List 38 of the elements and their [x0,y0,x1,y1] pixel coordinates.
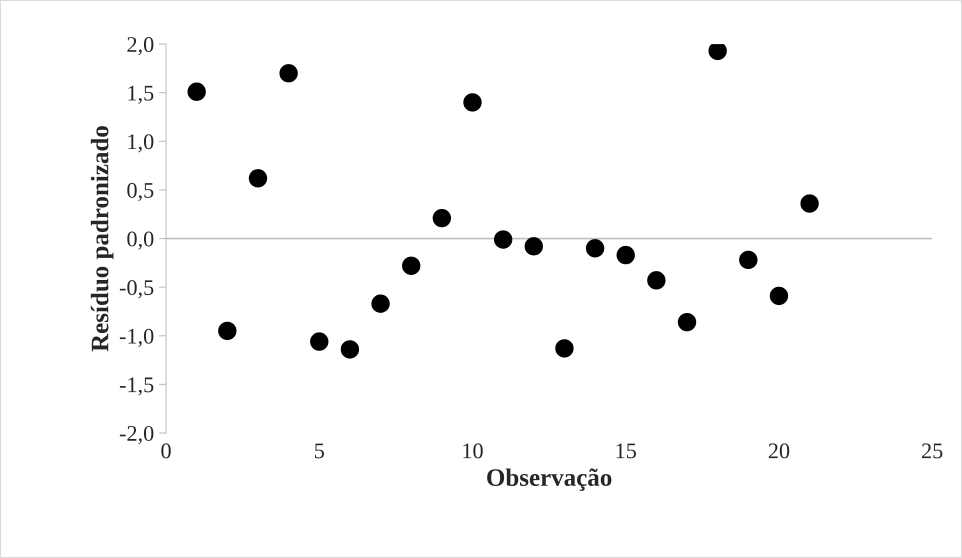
point [616,246,635,264]
point [463,93,482,112]
y-tick-label: -2,0 [120,426,154,444]
x-tick-label: 5 [315,444,324,458]
y-tick-label: 1,0 [128,134,154,152]
point [647,271,666,290]
point [739,250,758,270]
point [371,294,390,313]
y-tick-label: 0,0 [127,231,154,250]
point [432,208,452,228]
x-tick-label: 25 [922,443,942,458]
point [402,256,420,275]
point [708,44,727,60]
point [340,340,360,359]
point [248,169,268,188]
point [310,332,328,351]
point [800,194,819,213]
point [770,286,788,306]
x-tick-label: 20 [768,443,790,458]
point [218,322,237,340]
y-tick-label: -1,5 [120,377,154,396]
point [524,237,543,256]
point [188,82,206,101]
x-axis-title: Observação [487,468,612,491]
point [494,230,512,249]
x-tick-label: 15 [616,443,636,458]
point [279,64,298,82]
x-tick-label: 10 [463,443,483,458]
y-tick-label: -0,5 [120,280,154,298]
y-axis-title: Resíduo padronizado [90,126,114,352]
y-tick-label: 2,0 [127,37,154,56]
point [678,312,696,332]
y-tick-label: 1,5 [128,86,154,104]
y-tick-label: -1,0 [120,328,154,347]
point [555,339,574,358]
x-tick-label: 0 [161,443,171,458]
y-tick-label: 0,5 [127,182,154,202]
point [586,239,604,258]
